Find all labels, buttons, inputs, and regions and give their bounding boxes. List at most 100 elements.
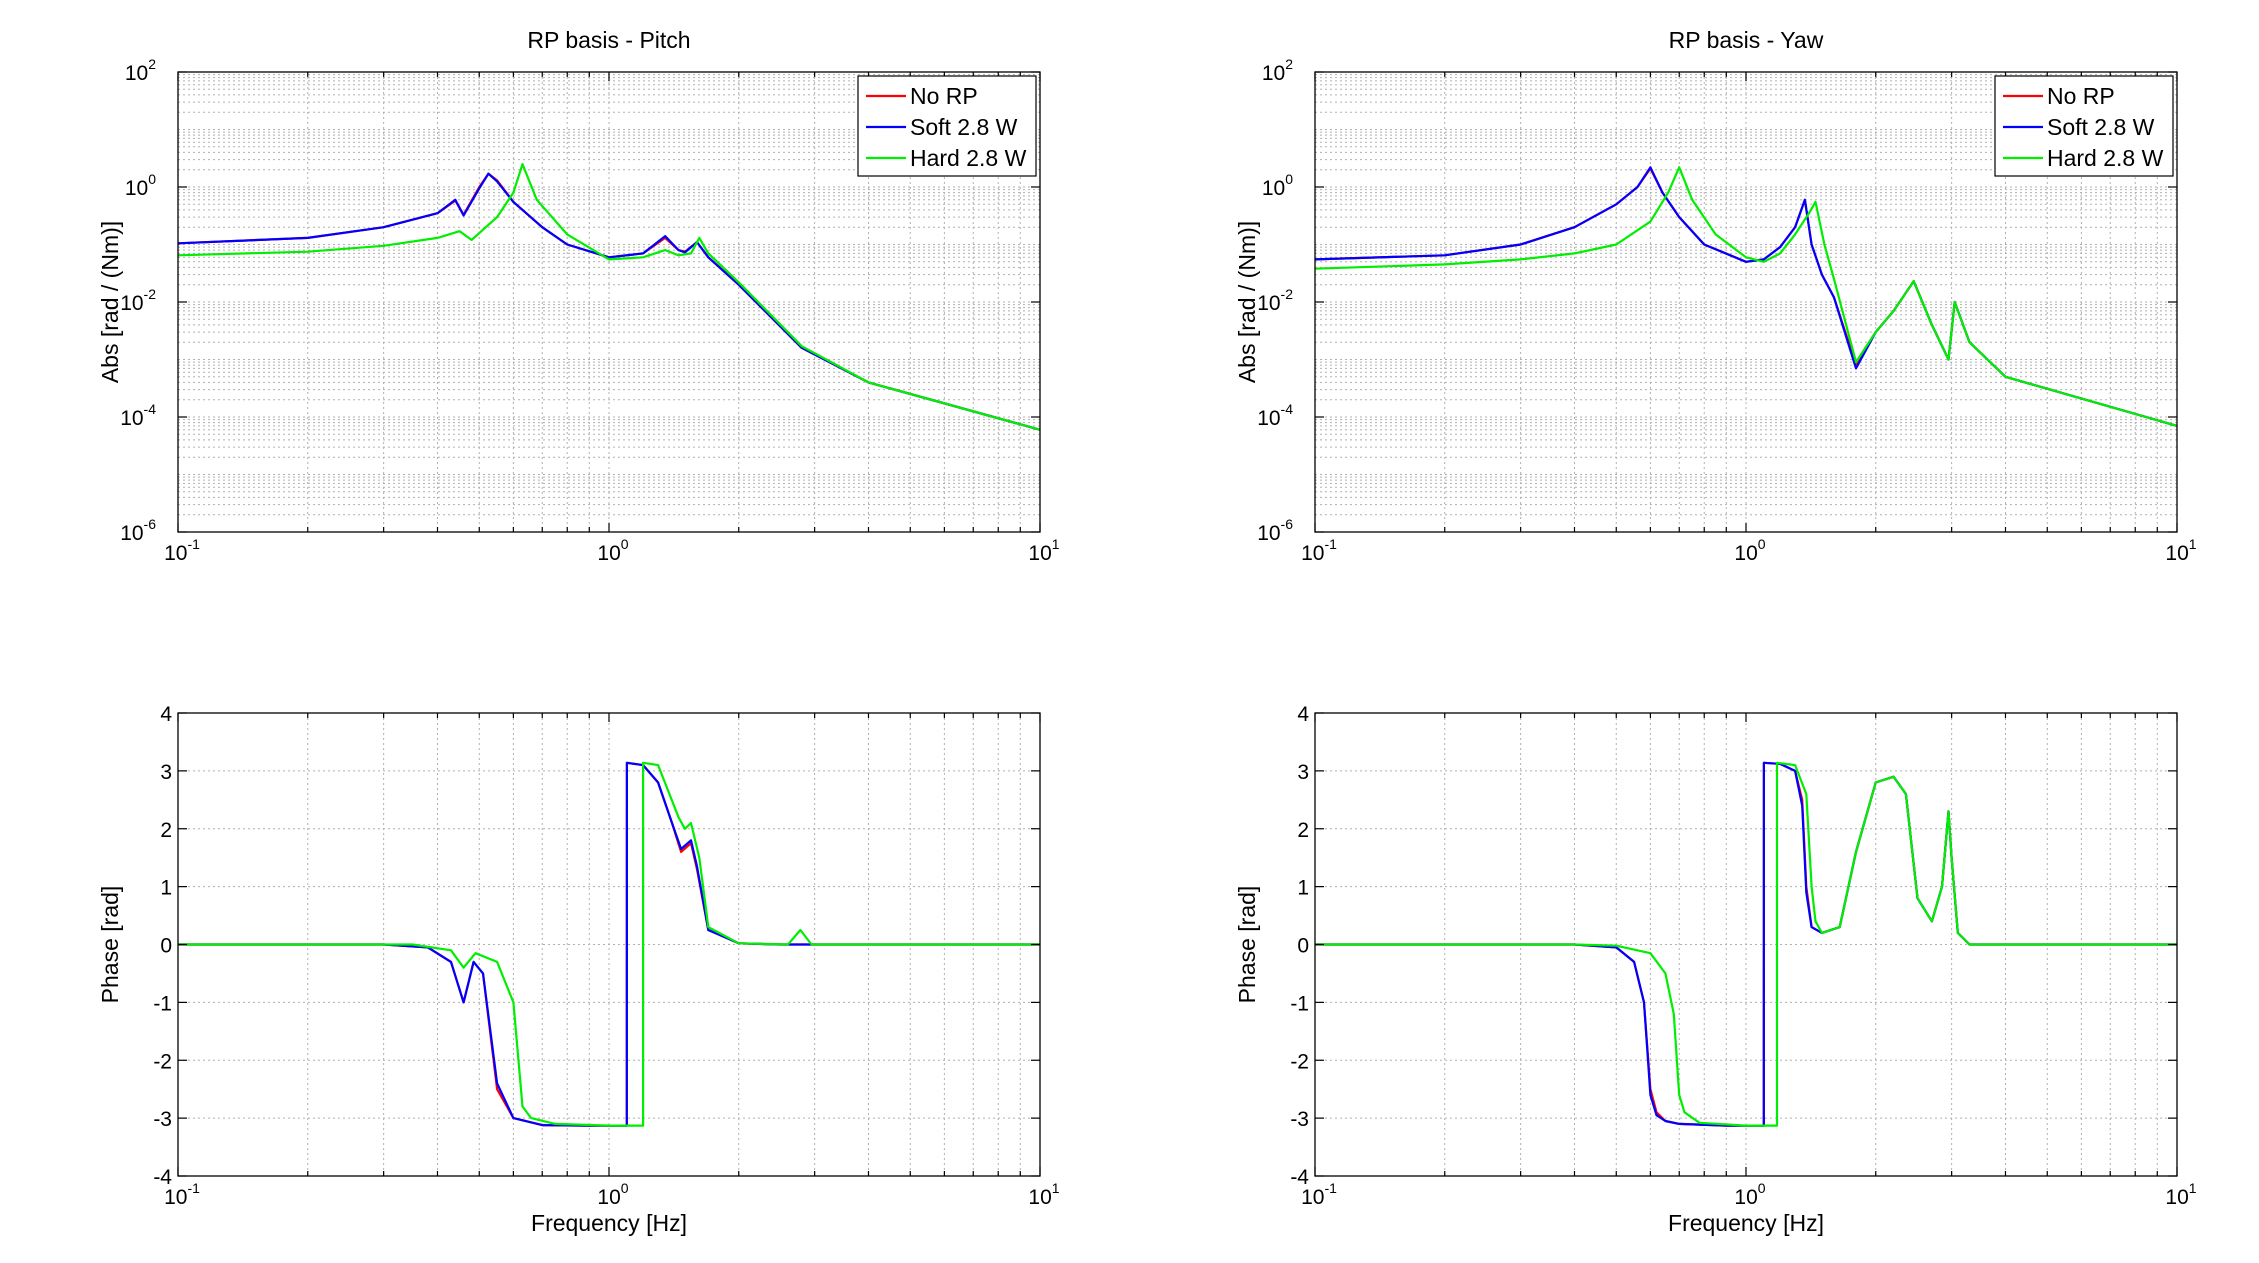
x-tick-label-base: 10	[164, 542, 187, 565]
y-tick-label: 0	[1297, 935, 1309, 958]
x-tick-label-exp: 1	[1052, 536, 1060, 552]
legend: No RP Soft 2.8 W Hard 2.8 W	[857, 75, 1037, 177]
y-tick-label-base: -4	[1290, 1166, 1309, 1189]
x-axis-label: Frequency [Hz]	[1668, 1210, 1824, 1236]
x-tick-label: 10-1	[164, 1180, 200, 1209]
y-tick-label-exp: -2	[1281, 286, 1294, 302]
y-tick-label: 10-6	[1257, 516, 1293, 545]
series-line-hard-2-8-w	[178, 163, 1040, 431]
y-tick-label-base: 10	[1257, 407, 1280, 430]
y-tick-label: -2	[1290, 1050, 1309, 1073]
y-tick-label: 102	[125, 56, 156, 85]
x-tick-label-base: 10	[1734, 1186, 1757, 1209]
y-tick-label: -4	[1290, 1166, 1309, 1189]
y-tick-label-base: 4	[160, 703, 172, 726]
y-tick-label-exp: 2	[1285, 56, 1293, 72]
y-tick-label: 4	[1297, 703, 1309, 726]
y-tick-label: 2	[1297, 819, 1309, 842]
ticks	[177, 712, 1041, 1177]
legend-label: No RP	[2047, 83, 2115, 109]
x-tick-label-base: 10	[1028, 542, 1051, 565]
x-tick-label: 100	[1734, 536, 1765, 565]
y-tick-label-base: 10	[1257, 292, 1280, 315]
y-tick-label: -3	[153, 1108, 172, 1131]
series-group	[178, 163, 1040, 431]
y-tick-label-base: 10	[1262, 62, 1285, 85]
legend: No RP Soft 2.8 W Hard 2.8 W	[1994, 75, 2174, 177]
grid	[1315, 72, 2177, 532]
y-tick-label: 10-2	[120, 286, 156, 315]
y-tick-label-base: 10	[125, 62, 148, 85]
legend-label: Soft 2.8 W	[2047, 114, 2155, 140]
x-tick-label-exp: -1	[1324, 536, 1337, 552]
x-tick-label-exp: 0	[621, 1180, 629, 1196]
y-tick-label-exp: -6	[144, 516, 157, 532]
x-tick-label-exp: -1	[1324, 1180, 1337, 1196]
y-tick-label: 1	[1297, 877, 1309, 900]
y-tick-label-base: 10	[1257, 522, 1280, 545]
x-tick-label-exp: 0	[1758, 1180, 1766, 1196]
y-tick-label-exp: 0	[148, 171, 156, 187]
x-tick-label-exp: 1	[2189, 1180, 2197, 1196]
x-tick-label-base: 10	[164, 1186, 187, 1209]
y-tick-label-base: 10	[1262, 177, 1285, 200]
y-tick-label: 10-4	[120, 401, 156, 430]
y-tick-label: 3	[160, 761, 172, 784]
ticks	[1314, 712, 2178, 1177]
y-axis-label: Phase [rad]	[1234, 886, 1260, 1004]
y-tick-label-base: 1	[1297, 877, 1309, 900]
x-tick-label: 101	[2165, 1180, 2196, 1209]
y-axis-label: Phase [rad]	[97, 886, 123, 1004]
y-tick-label-base: -2	[153, 1050, 172, 1073]
legend-label: Soft 2.8 W	[910, 114, 1018, 140]
legend-label: No RP	[910, 83, 978, 109]
y-tick-label: 10-4	[1257, 401, 1293, 430]
series-group	[1315, 166, 2177, 427]
y-tick-label-base: -4	[153, 1166, 172, 1189]
y-tick-label-base: 0	[1297, 935, 1309, 958]
y-tick-label-base: 10	[120, 522, 143, 545]
y-axis-label: Abs [rad / (Nm)]	[97, 221, 123, 383]
y-tick-label-exp: 2	[148, 56, 156, 72]
y-tick-label-base: 2	[1297, 819, 1309, 842]
x-tick-label: 10-1	[1301, 536, 1337, 565]
y-tick-label-exp: -2	[144, 286, 157, 302]
y-axis-label: Abs [rad / (Nm)]	[1234, 221, 1260, 383]
series-line-soft-2-8-w	[178, 172, 1040, 431]
y-tick-label: 100	[1262, 171, 1293, 200]
x-tick-label-base: 10	[1301, 1186, 1324, 1209]
y-tick-label: -4	[153, 1166, 172, 1189]
y-tick-label-base: 3	[1297, 761, 1309, 784]
x-tick-label: 101	[1028, 1180, 1059, 1209]
y-tick-label-base: 10	[125, 177, 148, 200]
x-tick-label: 10-1	[1301, 1180, 1337, 1209]
x-tick-label-exp: -1	[187, 536, 200, 552]
y-tick-label: -1	[153, 992, 172, 1015]
x-tick-label-base: 10	[1028, 1186, 1051, 1209]
x-tick-label-base: 10	[2165, 1186, 2188, 1209]
x-tick-label: 101	[1028, 536, 1059, 565]
y-tick-label-base: 1	[160, 877, 172, 900]
x-tick-label-base: 10	[597, 1186, 620, 1209]
series-group	[178, 761, 1040, 1127]
legend-label: Hard 2.8 W	[910, 145, 1027, 171]
x-axis-label: Frequency [Hz]	[531, 1210, 687, 1236]
y-tick-label-base: -1	[153, 992, 172, 1015]
y-tick-label-base: -2	[1290, 1050, 1309, 1073]
y-tick-label: 10-2	[1257, 286, 1293, 315]
y-tick-label: 1	[160, 877, 172, 900]
x-tick-label: 101	[2165, 536, 2196, 565]
x-tick-label: 100	[597, 1180, 628, 1209]
y-tick-label: -3	[1290, 1108, 1309, 1131]
y-tick-label-base: 10	[120, 292, 143, 315]
y-tick-label-base: 2	[160, 819, 172, 842]
x-tick-label-exp: -1	[187, 1180, 200, 1196]
x-tick-label-base: 10	[2165, 542, 2188, 565]
chart-title: RP basis - Yaw	[1669, 27, 1824, 53]
y-tick-label: 4	[160, 703, 172, 726]
y-tick-label-base: -1	[1290, 992, 1309, 1015]
x-tick-label-base: 10	[1734, 542, 1757, 565]
y-tick-label: 2	[160, 819, 172, 842]
